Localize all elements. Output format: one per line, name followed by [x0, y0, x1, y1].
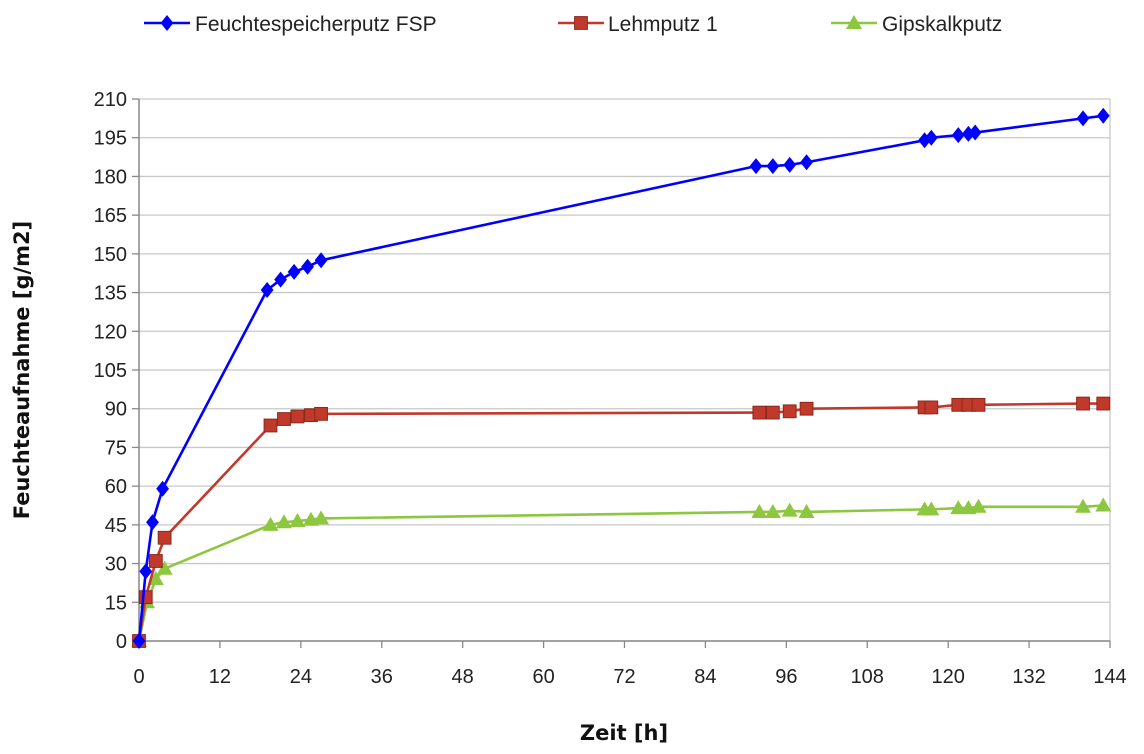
- data-point: [783, 156, 797, 173]
- x-tick-label: 36: [371, 666, 393, 688]
- data-point: [301, 258, 314, 275]
- legend-item-0: Feuchtespeicherputz FSP: [144, 13, 437, 36]
- grid-lines: [139, 98, 1111, 642]
- data-point: [148, 554, 163, 568]
- data-point: [262, 516, 279, 531]
- legend-marker: [160, 15, 174, 31]
- y-tick-label: 105: [94, 360, 127, 382]
- data-point: [1075, 498, 1092, 513]
- y-tick-label: 15: [105, 592, 127, 614]
- data-point: [970, 498, 987, 513]
- series-line: [137, 114, 1104, 642]
- data-point: [277, 412, 291, 426]
- data-point: [275, 514, 292, 529]
- axes: 0 15 30 45 60 75 90 105 120 135 150 165 180 195 210 0 12…: [94, 89, 1127, 688]
- y-tick-label: 180: [94, 166, 127, 188]
- legend-item-1: Lehmputz 1: [558, 13, 718, 36]
- data-point: [766, 158, 780, 175]
- y-tick-label: 195: [94, 128, 127, 150]
- x-tick-label: 144: [1093, 666, 1126, 688]
- legend-marker: [846, 15, 862, 29]
- x-tick-label: 108: [851, 666, 884, 688]
- data-point: [138, 590, 153, 605]
- x-tick-label: 24: [290, 666, 312, 688]
- x-axis-title: Zeit [h]: [580, 721, 668, 745]
- x-tick-label: 60: [532, 666, 554, 688]
- data-point: [800, 154, 813, 171]
- data-point: [274, 271, 288, 288]
- data-point: [132, 633, 146, 649]
- data-point: [765, 405, 780, 420]
- data-point: [1096, 107, 1110, 124]
- legend-label: Lehmputz 1: [608, 13, 718, 36]
- y-tick-label: 165: [94, 205, 127, 227]
- data-point: [314, 252, 328, 269]
- data-point: [313, 510, 330, 525]
- data-point: [923, 501, 940, 516]
- series-group: [131, 107, 1112, 649]
- legend: Feuchtespeicherputz FSP Lehmputz 1 Gipskal…: [144, 13, 1002, 36]
- data-point: [950, 500, 967, 515]
- data-point: [147, 571, 164, 586]
- data-point: [156, 480, 170, 497]
- y-tick-label: 30: [105, 554, 127, 576]
- series-0: [132, 107, 1110, 649]
- data-point: [287, 263, 301, 280]
- data-point: [263, 418, 278, 433]
- data-point: [260, 281, 274, 298]
- x-tick-label: 84: [694, 666, 716, 688]
- data-point: [146, 514, 159, 531]
- data-point: [156, 560, 173, 575]
- data-point: [139, 563, 153, 580]
- data-point: [781, 502, 798, 517]
- x-tick-label: 132: [1012, 666, 1045, 688]
- series-2: [131, 497, 1112, 647]
- data-point: [971, 397, 986, 412]
- data-point: [924, 129, 938, 146]
- legend-item-2: Gipskalkputz: [831, 13, 1002, 36]
- legend-marker: [574, 16, 588, 30]
- data-point: [314, 406, 328, 421]
- legend-label: Feuchtespeicherputz FSP: [195, 13, 437, 36]
- data-point: [1076, 110, 1090, 127]
- x-tick-label: 0: [133, 666, 144, 688]
- y-tick-label: 150: [94, 244, 127, 266]
- data-point: [751, 503, 768, 518]
- data-point: [782, 404, 797, 419]
- data-point: [157, 530, 172, 545]
- y-tick-label: 45: [105, 515, 127, 537]
- data-point: [798, 503, 815, 518]
- y-tick-label: 135: [94, 283, 127, 305]
- x-tick-label: 12: [209, 666, 231, 688]
- x-tick-label: 48: [452, 666, 474, 688]
- y-tick-label: 0: [116, 631, 127, 653]
- data-point: [752, 405, 767, 420]
- data-point: [799, 401, 814, 416]
- y-tick-label: 210: [94, 89, 127, 111]
- data-point: [968, 124, 982, 141]
- y-tick-label: 75: [105, 437, 127, 459]
- y-axis-title: Feuchteaufnahme [g/m2]: [10, 221, 34, 520]
- y-tick-label: 120: [94, 321, 127, 343]
- data-point: [290, 409, 305, 424]
- x-tick-label: 72: [613, 666, 635, 688]
- data-point: [951, 127, 965, 144]
- data-point: [289, 512, 306, 527]
- data-point: [749, 158, 763, 175]
- data-point: [1076, 396, 1090, 411]
- x-tick-label: 96: [775, 666, 797, 688]
- y-tick-label: 60: [105, 476, 127, 498]
- data-point: [1096, 396, 1111, 411]
- data-point: [764, 503, 781, 518]
- data-point: [961, 125, 975, 142]
- data-point: [924, 400, 939, 415]
- y-tick-label: 90: [105, 399, 127, 421]
- legend-label: Gipskalkputz: [882, 13, 1002, 36]
- data-point: [1095, 497, 1112, 512]
- x-tick-label: 120: [931, 666, 964, 688]
